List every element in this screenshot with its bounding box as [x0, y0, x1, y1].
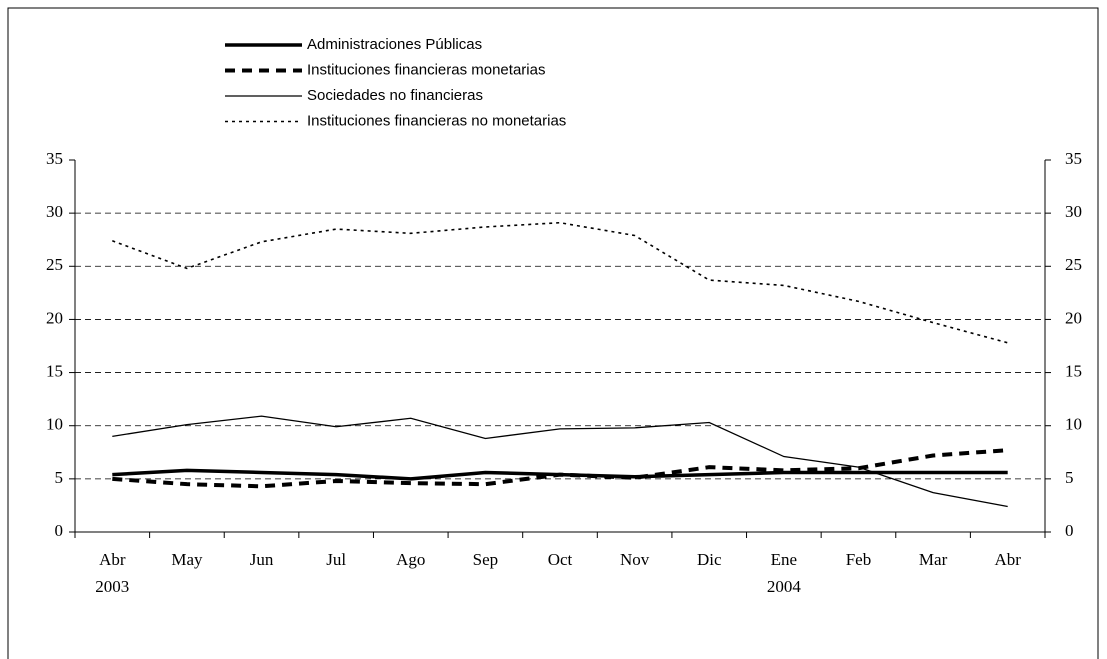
x-tick-label: Mar — [919, 550, 948, 569]
x-tick-label: Nov — [620, 550, 650, 569]
y-tick-label: 5 — [55, 468, 64, 487]
series-line — [112, 415, 1008, 508]
x-tick-label: Abr — [994, 550, 1021, 569]
chart-frame — [7, 7, 1099, 659]
x-tick-label: Feb — [846, 550, 872, 569]
legend-label: Instituciones financieras no monetarias — [307, 112, 566, 129]
y2-tick-label: 20 — [1065, 308, 1082, 327]
y2-tick-label: 25 — [1065, 255, 1082, 274]
y2-tick-label: 5 — [1065, 468, 1074, 487]
y2-tick-label: 30 — [1065, 202, 1082, 221]
y-tick-label: 30 — [46, 202, 63, 221]
y-tick-label: 25 — [46, 255, 63, 274]
x-year-label: 2004 — [767, 577, 802, 596]
x-tick-label: Sep — [473, 550, 499, 569]
y-tick-label: 35 — [46, 149, 63, 168]
y2-tick-label: 15 — [1065, 361, 1082, 380]
y2-tick-label: 0 — [1065, 521, 1074, 540]
x-tick-label: Dic — [697, 550, 722, 569]
y2-tick-label: 10 — [1065, 415, 1082, 434]
legend-label: Instituciones financieras monetarias — [307, 61, 545, 78]
x-year-label: 2003 — [95, 577, 129, 596]
x-tick-label: Ene — [771, 550, 797, 569]
series-line — [112, 221, 1008, 344]
x-tick-label: Jun — [250, 550, 274, 569]
x-tick-label: Abr — [99, 550, 126, 569]
y-tick-label: 20 — [46, 308, 63, 327]
x-tick-label: Ago — [396, 550, 425, 569]
x-tick-label: Jul — [326, 550, 346, 569]
y-tick-label: 15 — [46, 361, 63, 380]
x-tick-label: May — [171, 550, 203, 569]
legend-label: Sociedades no financieras — [307, 87, 483, 104]
y-tick-label: 10 — [46, 415, 63, 434]
series-line — [112, 448, 1008, 489]
y2-tick-label: 35 — [1065, 149, 1082, 168]
legend-label: Administraciones Públicas — [307, 36, 482, 53]
x-tick-label: Oct — [548, 550, 573, 569]
y-tick-label: 0 — [55, 521, 64, 540]
